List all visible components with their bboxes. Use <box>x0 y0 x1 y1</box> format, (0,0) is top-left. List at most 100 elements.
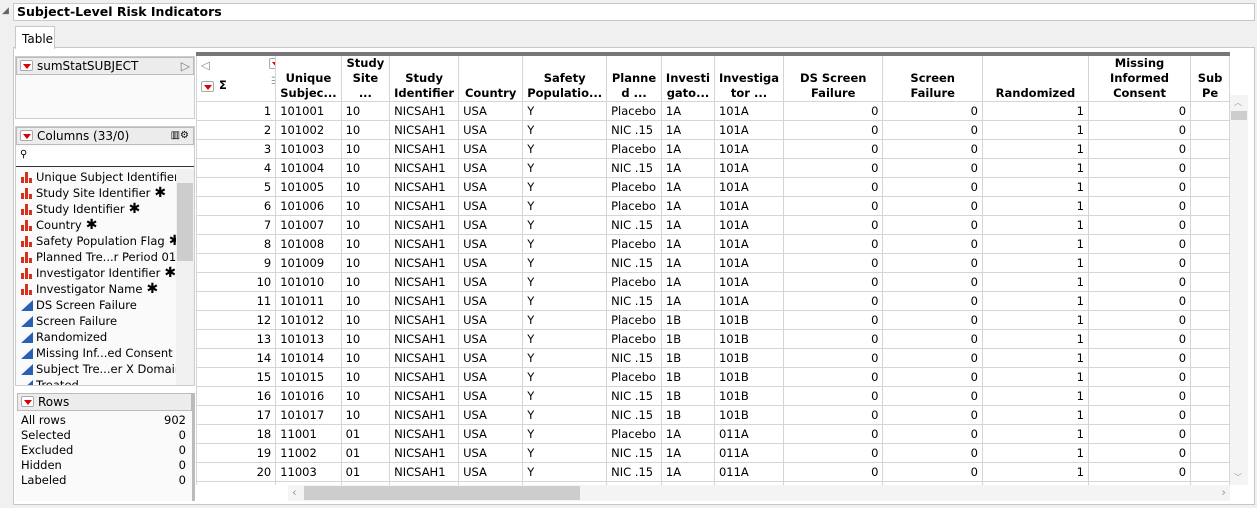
table-cell[interactable]: 1B <box>660 386 715 406</box>
table-cell[interactable]: 10 <box>340 405 391 425</box>
row-number[interactable]: 9 <box>196 253 277 273</box>
table-cell[interactable]: 0 <box>1087 158 1192 178</box>
table-cell[interactable] <box>1190 196 1230 216</box>
table-cell[interactable]: NIC .15 <box>606 120 662 140</box>
table-cell[interactable]: USA <box>458 405 524 425</box>
table-cell[interactable]: USA <box>458 329 524 349</box>
table-cell[interactable]: USA <box>458 158 524 178</box>
table-cell[interactable]: 0 <box>882 348 983 368</box>
table-cell[interactable]: 101009 <box>275 253 342 273</box>
table-cell[interactable] <box>1190 386 1230 406</box>
table-cell[interactable]: 1A <box>660 272 715 292</box>
table-cell[interactable]: USA <box>458 177 524 197</box>
column-item[interactable]: Study Identifier ✱ <box>16 201 176 217</box>
column-item[interactable]: Study Site Identifier ✱ <box>16 185 176 201</box>
table-cell[interactable]: 0 <box>783 120 884 140</box>
table-cell[interactable]: USA <box>458 481 524 485</box>
column-item[interactable]: Treated <box>16 377 176 385</box>
scroll-up-icon[interactable]: ︿ <box>1234 98 1242 107</box>
table-cell[interactable]: Y <box>522 443 608 463</box>
table-cell[interactable]: Placebo <box>606 272 662 292</box>
table-cell[interactable]: 0 <box>1087 329 1192 349</box>
table-cell[interactable]: 1 <box>981 272 1089 292</box>
table-cell[interactable]: USA <box>458 310 524 330</box>
row-number[interactable]: 6 <box>196 196 277 216</box>
table-cell[interactable] <box>1190 481 1230 485</box>
table-cell[interactable] <box>1190 139 1230 159</box>
table-cell[interactable]: Placebo <box>606 177 662 197</box>
table-cell[interactable]: 101005 <box>275 177 342 197</box>
table-cell[interactable]: NICSAH1 <box>389 367 460 387</box>
table-cell[interactable]: NICSAH1 <box>389 424 460 444</box>
table-cell[interactable]: 101B <box>713 310 785 330</box>
table-cell[interactable] <box>1190 215 1230 235</box>
table-cell[interactable]: 0 <box>882 196 983 216</box>
row-number[interactable]: 14 <box>196 348 277 368</box>
table-cell[interactable]: 0 <box>882 272 983 292</box>
table-cell[interactable]: USA <box>458 101 524 121</box>
table-cell[interactable]: 1 <box>981 443 1089 463</box>
table-cell[interactable]: 1 <box>981 310 1089 330</box>
row-number[interactable]: 4 <box>196 158 277 178</box>
table-cell[interactable]: 10 <box>340 158 391 178</box>
table-cell[interactable]: 0 <box>783 405 884 425</box>
table-cell[interactable]: 101A <box>713 291 785 311</box>
table-cell[interactable]: 0 <box>1087 196 1192 216</box>
table-cell[interactable]: Y <box>522 348 608 368</box>
table-cell[interactable]: 101007 <box>275 215 342 235</box>
table-cell[interactable]: 1 <box>981 291 1089 311</box>
table-cell[interactable]: 1 <box>981 405 1089 425</box>
table-cell[interactable]: 0 <box>783 329 884 349</box>
table-cell[interactable]: USA <box>458 386 524 406</box>
column-item[interactable]: Randomized <box>16 329 176 345</box>
table-cell[interactable]: 101002 <box>275 120 342 140</box>
table-cell[interactable]: 101003 <box>275 139 342 159</box>
table-cell[interactable]: 1 <box>981 158 1089 178</box>
table-cell[interactable]: 0 <box>783 291 884 311</box>
table-cell[interactable]: 1 <box>981 386 1089 406</box>
table-cell[interactable]: 0 <box>783 310 884 330</box>
table-cell[interactable]: USA <box>458 291 524 311</box>
table-cell[interactable] <box>1190 405 1230 425</box>
table-cell[interactable]: 01 <box>340 424 391 444</box>
table-cell[interactable]: 1A <box>660 139 715 159</box>
column-header[interactable]: Unique Subjec... <box>275 52 342 102</box>
row-number[interactable]: 1 <box>196 101 277 121</box>
table-cell[interactable]: 101B <box>713 386 785 406</box>
table-cell[interactable] <box>1190 310 1230 330</box>
table-cell[interactable]: 0 <box>1087 101 1192 121</box>
table-cell[interactable] <box>1190 348 1230 368</box>
column-header[interactable]: Planne d ... <box>606 52 662 102</box>
table-cell[interactable] <box>1190 177 1230 197</box>
table-cell[interactable]: 1B <box>660 348 715 368</box>
table-cell[interactable]: 1B <box>660 310 715 330</box>
table-cell[interactable]: Y <box>522 253 608 273</box>
scroll-thumb[interactable] <box>1231 111 1247 120</box>
table-cell[interactable]: NICSAH1 <box>389 139 460 159</box>
table-cell[interactable]: 10 <box>340 120 391 140</box>
table-cell[interactable]: 101A <box>713 253 785 273</box>
table-cell[interactable]: 101006 <box>275 196 342 216</box>
table-cell[interactable]: 1A <box>660 196 715 216</box>
table-cell[interactable]: 1A <box>660 443 715 463</box>
table-cell[interactable] <box>1190 424 1230 444</box>
table-cell[interactable]: 1 <box>981 234 1089 254</box>
table-cell[interactable]: 10 <box>340 329 391 349</box>
column-list-scrollbar[interactable] <box>176 169 194 385</box>
play-icon[interactable]: ▷ <box>180 59 190 73</box>
table-cell[interactable]: 101B <box>713 348 785 368</box>
table-cell[interactable]: 0 <box>1087 424 1192 444</box>
collapse-triangle-icon[interactable]: ◢ <box>2 6 9 16</box>
table-cell[interactable]: 1 <box>981 424 1089 444</box>
table-cell[interactable]: Y <box>522 139 608 159</box>
table-cell[interactable]: 101A <box>713 139 785 159</box>
table-cell[interactable]: 101A <box>713 215 785 235</box>
table-cell[interactable]: Placebo <box>606 310 662 330</box>
row-number[interactable]: 10 <box>196 272 277 292</box>
table-cell[interactable]: 101A <box>713 101 785 121</box>
table-cell[interactable]: 0 <box>783 462 884 482</box>
table-cell[interactable] <box>1190 158 1230 178</box>
table-cell[interactable]: 0 <box>1087 234 1192 254</box>
table-cell[interactable]: 10 <box>340 272 391 292</box>
table-cell[interactable]: 1A <box>660 158 715 178</box>
